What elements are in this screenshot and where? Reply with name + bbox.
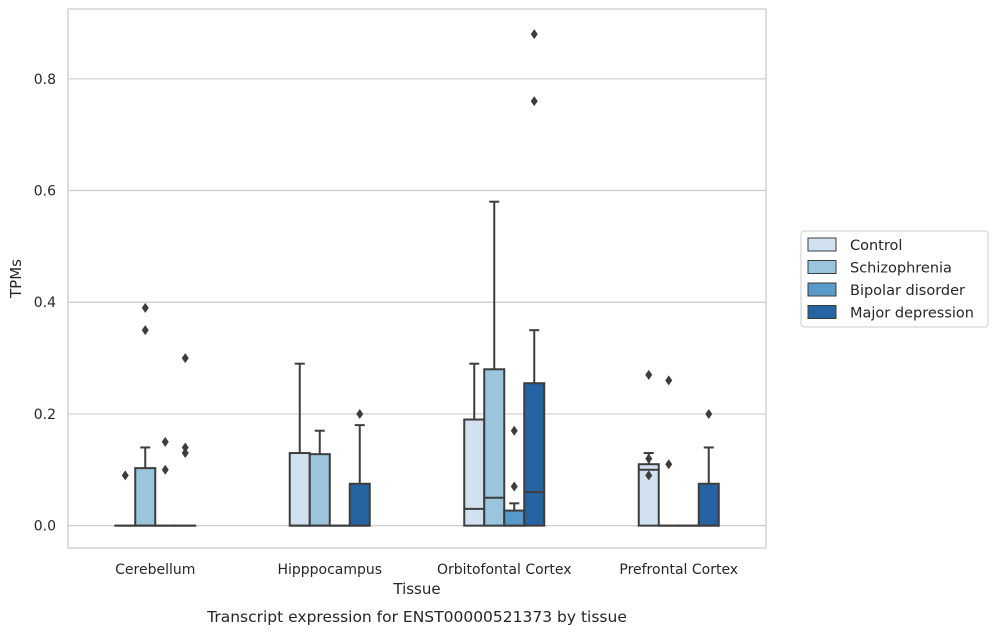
box-body: [503, 509, 526, 527]
y-tick-label: 0.6: [34, 184, 56, 200]
legend-swatch: [807, 282, 837, 297]
box-major-depression: [523, 29, 546, 527]
outlier-point: [705, 408, 713, 419]
outlier-point: [665, 375, 673, 386]
box-body: [523, 382, 546, 527]
legend-label: Schizophrenia: [850, 261, 952, 277]
box-body: [348, 482, 371, 527]
box-schizophrenia: [134, 302, 157, 527]
box-major-depression: [697, 408, 720, 527]
outlier-point: [645, 369, 653, 380]
box-body: [308, 453, 331, 527]
outlier-point: [665, 459, 673, 470]
legend-swatch: [807, 260, 837, 274]
box-series: [114, 29, 720, 527]
box-body: [637, 463, 660, 527]
y-tick-label: 0.4: [34, 295, 56, 311]
x-tick-label: Prefrontal Cortex: [619, 562, 738, 578]
box-body: [288, 452, 311, 527]
box-control: [114, 470, 137, 527]
y-axis-title: TPMs: [7, 259, 25, 299]
gridlines: [68, 78, 766, 527]
y-tick-label: 0.2: [34, 407, 56, 423]
box-control: [637, 369, 660, 527]
outlier-point: [510, 481, 518, 492]
outlier-point: [141, 325, 149, 336]
outlier-point: [645, 453, 653, 464]
legend-label: Control: [850, 238, 902, 254]
outlier-point: [530, 29, 538, 40]
box-schizophrenia: [483, 200, 506, 527]
figure-caption: Transcript expression for ENST0000052137…: [206, 608, 627, 626]
plot-area-frame: [67, 8, 767, 549]
box-body: [483, 368, 506, 527]
x-tick-label: Hipppocampus: [277, 562, 382, 578]
box-bipolar-disorder: [503, 425, 526, 527]
legend-swatch: [807, 237, 837, 252]
y-axis-ticks: 0.0 0.2 0.4 0.6 0.8: [34, 72, 56, 535]
x-tick-label: Orbitofontal Cortex: [437, 562, 572, 578]
legend-label: Bipolar disorder: [850, 283, 965, 299]
legend-swatch: [807, 305, 837, 319]
outlier-point: [645, 470, 653, 481]
outlier-point: [161, 436, 169, 447]
box-schizophrenia: [308, 429, 331, 527]
outlier-point: [161, 464, 169, 475]
legend: Control Schizophrenia Bipolar disorder Majo…: [800, 230, 989, 328]
box-major-depression: [174, 353, 197, 527]
box-bipolar-disorder: [154, 436, 177, 527]
box-body: [134, 467, 157, 527]
outlier-point: [141, 302, 149, 313]
box-control: [463, 362, 486, 527]
legend-label: Major depression: [850, 306, 974, 322]
outlier-point: [530, 96, 538, 107]
legend-frame: [800, 230, 989, 328]
y-tick-label: 0.8: [34, 72, 56, 88]
outlier-point: [356, 408, 364, 419]
y-tick-label: 0.0: [34, 519, 56, 535]
outlier-point: [181, 442, 189, 453]
outlier-point: [181, 448, 189, 459]
x-axis-title: Tissue: [392, 580, 440, 598]
box-body: [697, 482, 720, 527]
outlier-point: [510, 425, 518, 436]
x-tick-label: Cerebellum: [115, 562, 195, 578]
box-schizophrenia: [657, 375, 680, 527]
outlier-point: [181, 353, 189, 364]
x-axis-ticks: Cerebellum Hipppocampus Orbitofontal Corte…: [115, 562, 738, 578]
box-major-depression: [348, 408, 371, 527]
box-control: [288, 362, 311, 527]
outlier-point: [121, 470, 129, 481]
